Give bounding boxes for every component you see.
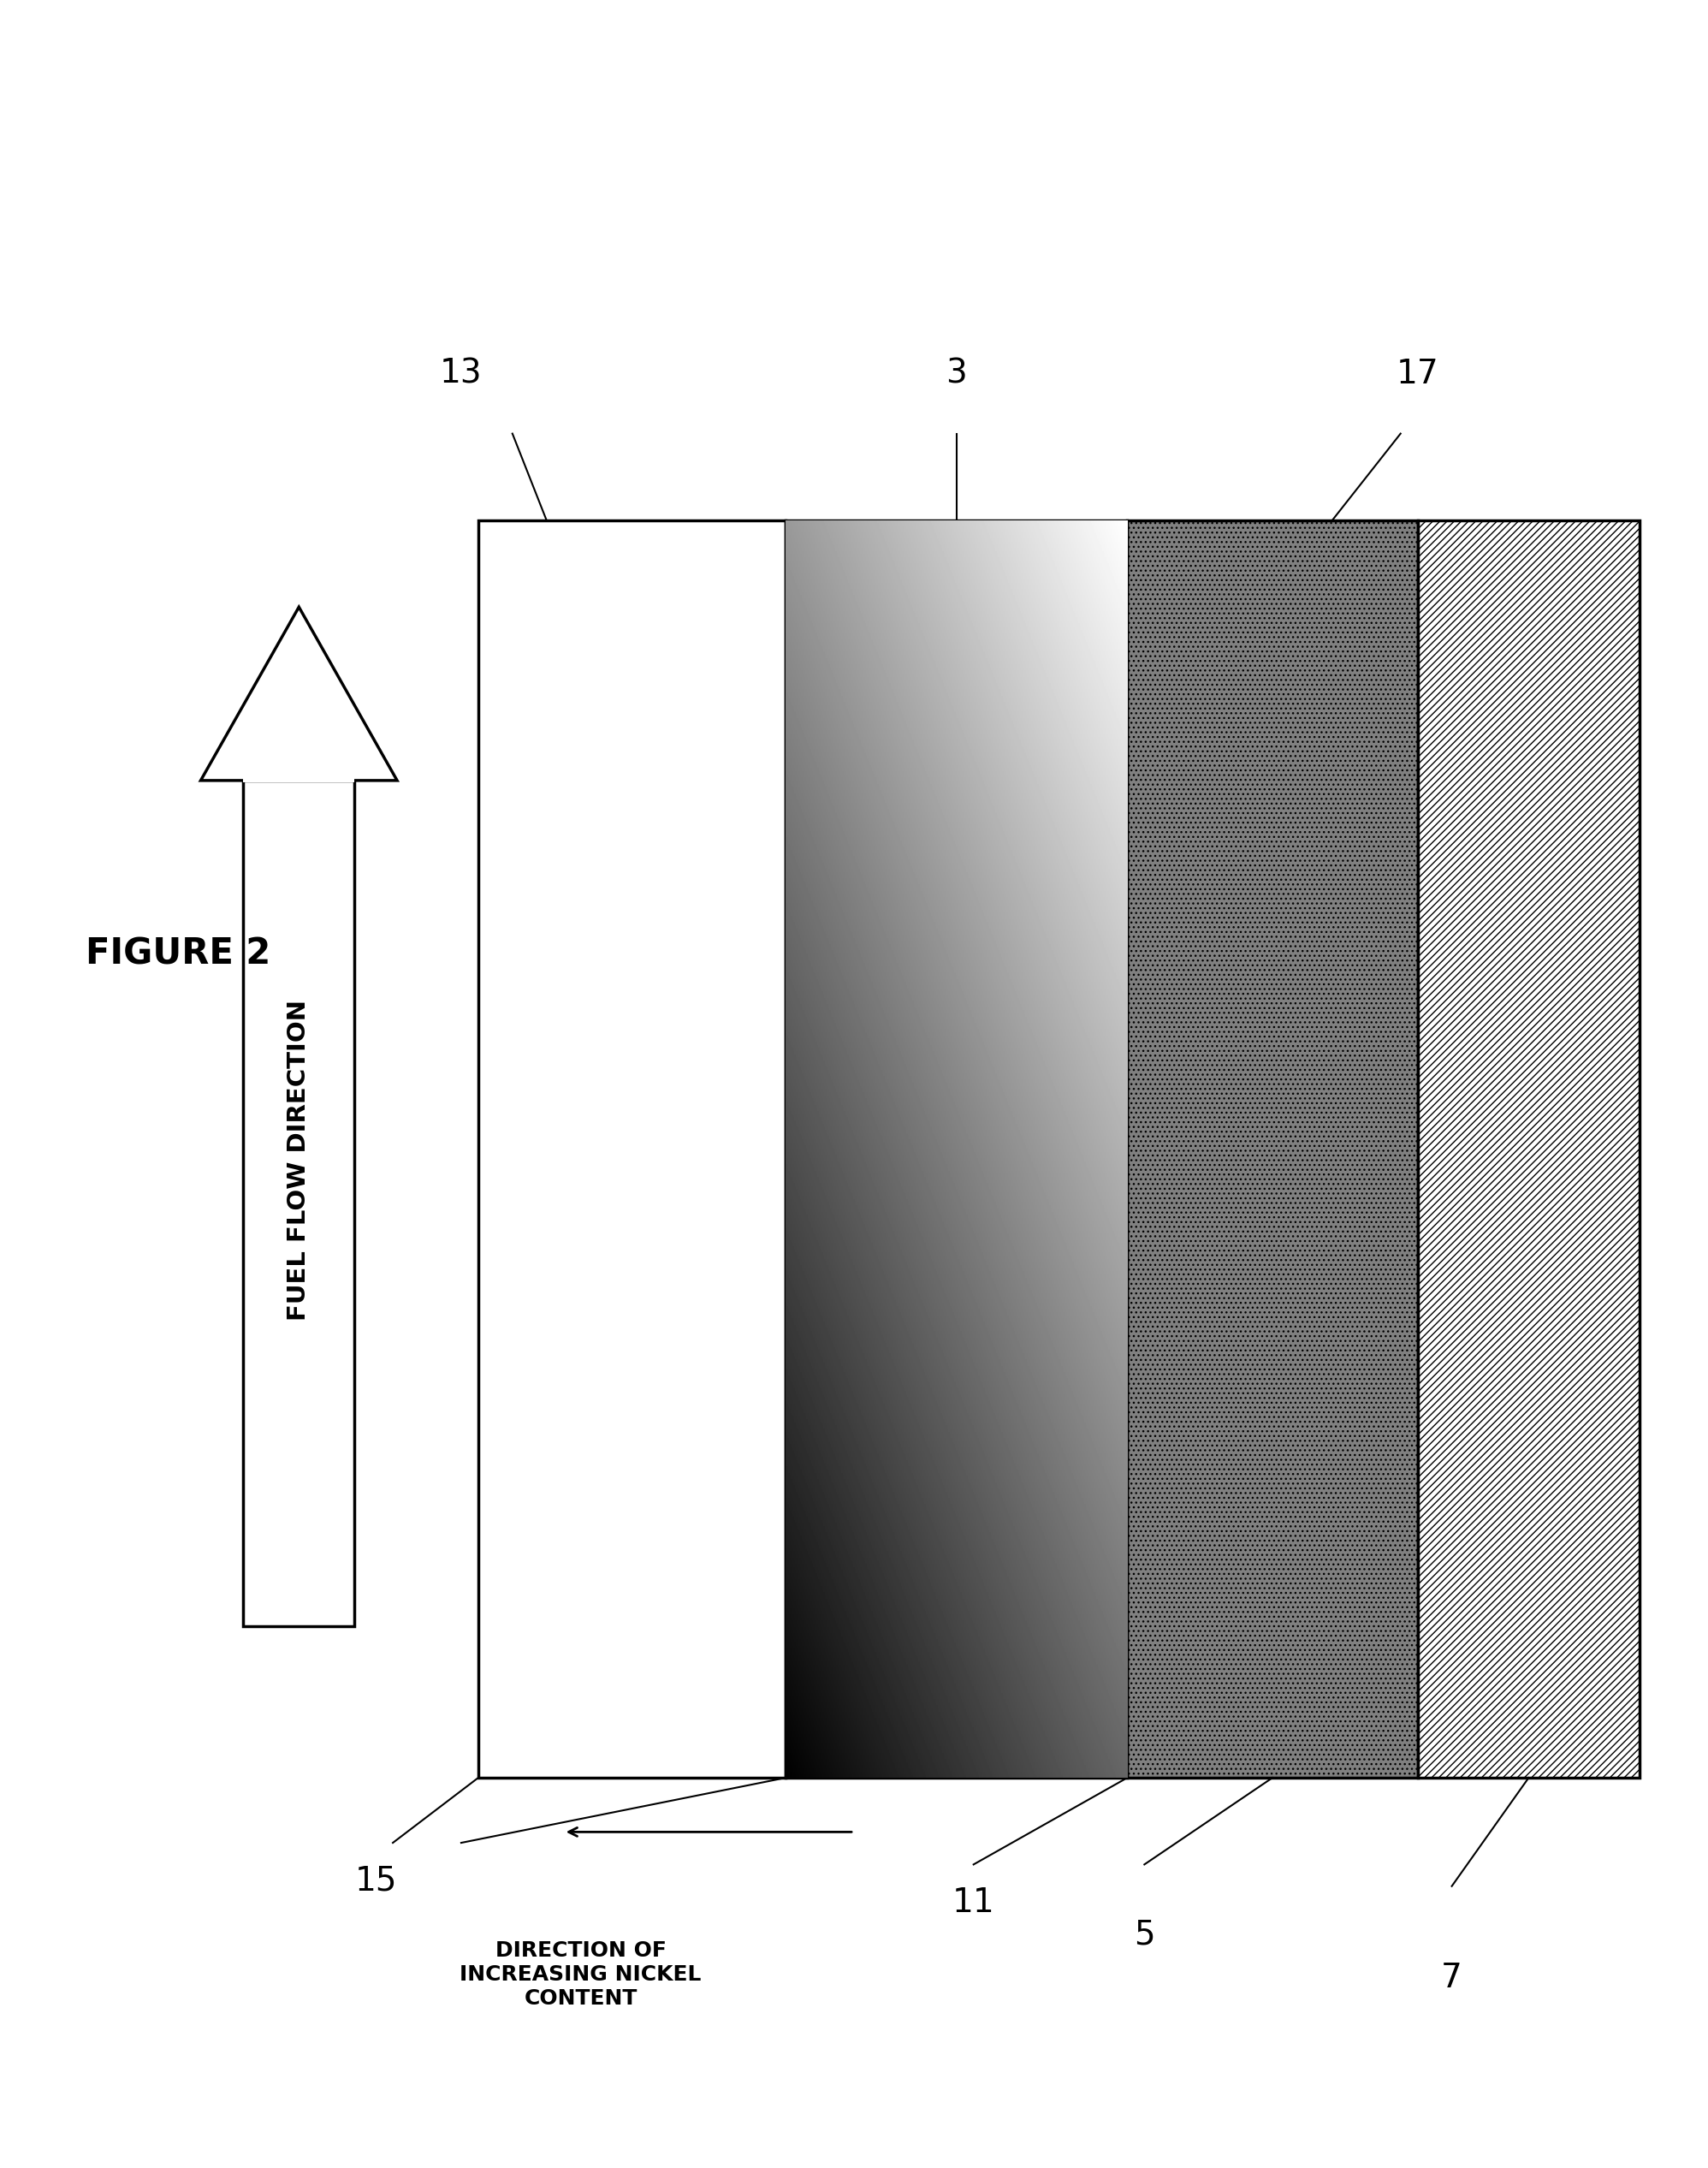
Text: FIGURE 2: FIGURE 2 — [85, 937, 270, 971]
Text: 3: 3 — [946, 358, 967, 390]
Bar — [243, 780, 354, 1626]
Bar — [1127, 520, 1418, 1778]
Text: 15: 15 — [355, 1864, 396, 1897]
Text: 17: 17 — [1397, 358, 1438, 390]
Text: DIRECTION OF
INCREASING NICKEL
CONTENT: DIRECTION OF INCREASING NICKEL CONTENT — [459, 1940, 702, 2008]
Bar — [243, 776, 354, 783]
Polygon shape — [200, 607, 396, 780]
Text: FUEL FLOW DIRECTION: FUEL FLOW DIRECTION — [287, 999, 311, 1320]
Bar — [786, 520, 1127, 1778]
Bar — [478, 520, 786, 1778]
Text: 11: 11 — [953, 1886, 994, 1919]
Text: 13: 13 — [441, 358, 482, 390]
Bar — [1418, 520, 1640, 1778]
Text: 5: 5 — [1134, 1919, 1155, 1951]
Text: 7: 7 — [1442, 1962, 1462, 1995]
